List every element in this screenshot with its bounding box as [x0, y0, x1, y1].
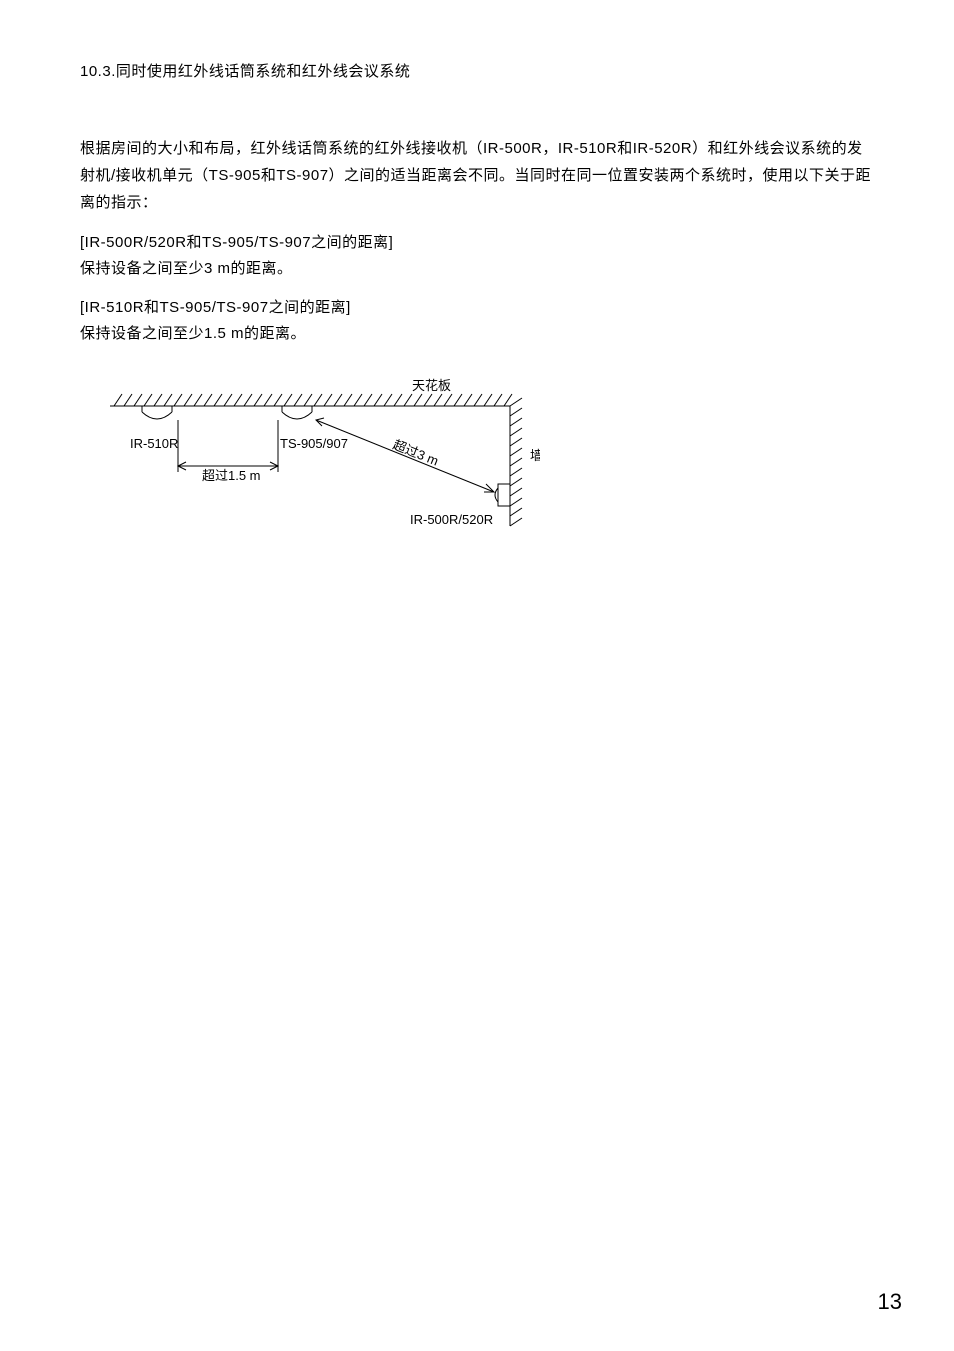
over-1-5m-label: 超过1.5 m [202, 468, 261, 483]
distance-block-2: [IR-510R和TS-905/TS-907之间的距离] 保持设备之间至少1.5… [80, 295, 874, 346]
wall-hatch [510, 398, 522, 526]
ir510r-label: IR-510R [130, 436, 178, 451]
intro-paragraph: 根据房间的大小和布局，红外线话筒系统的红外线接收机（IR-500R，IR-510… [80, 135, 874, 216]
ceiling-label: 天花板 [412, 378, 451, 393]
wall-label: 墙壁 [530, 448, 540, 463]
ir500r-device [495, 484, 510, 506]
dim-1-5m [178, 420, 278, 472]
block2-body: 保持设备之间至少1.5 m的距离。 [80, 321, 874, 347]
block2-heading: [IR-510R和TS-905/TS-907之间的距离] [80, 295, 874, 321]
distance-block-1: [IR-500R/520R和TS-905/TS-907之间的距离] 保持设备之间… [80, 230, 874, 281]
ts-device [282, 406, 312, 419]
block1-heading: [IR-500R/520R和TS-905/TS-907之间的距离] [80, 230, 874, 256]
over-3m-label: 超过3 m [391, 437, 441, 469]
section-title: 10.3.同时使用红外线话筒系统和红外线会议系统 [80, 60, 874, 81]
block1-body: 保持设备之间至少3 m的距离。 [80, 256, 874, 282]
ceiling-hatch [110, 394, 512, 406]
page-number: 13 [878, 1289, 902, 1315]
ir510r-device [142, 406, 172, 419]
installation-diagram: 天花板 墙壁 [100, 376, 874, 561]
ir500r-label: IR-500R/520R [410, 512, 493, 527]
ts-label: TS-905/907 [280, 436, 348, 451]
